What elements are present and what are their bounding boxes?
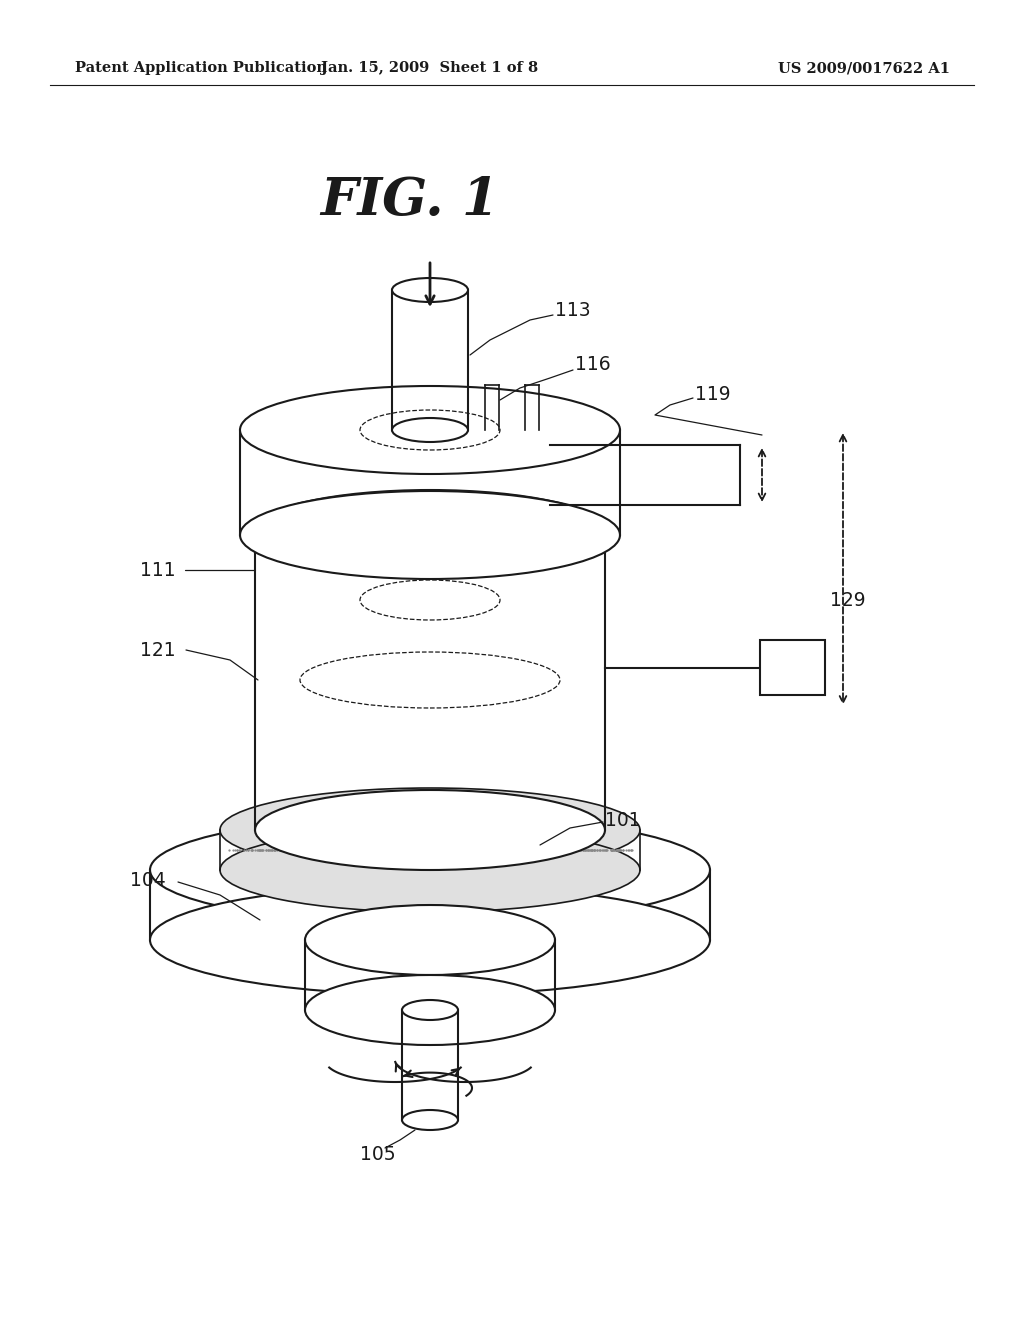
Ellipse shape [305,975,555,1045]
Text: Jan. 15, 2009  Sheet 1 of 8: Jan. 15, 2009 Sheet 1 of 8 [322,61,539,75]
Text: 113: 113 [555,301,591,319]
Ellipse shape [240,491,620,579]
Ellipse shape [240,385,620,474]
Text: 119: 119 [695,385,731,404]
Ellipse shape [220,788,640,873]
Ellipse shape [255,490,605,570]
Ellipse shape [402,1110,458,1130]
Ellipse shape [150,884,710,995]
Text: Patent Application Publication: Patent Application Publication [75,61,327,75]
Text: 129: 129 [830,590,865,610]
Ellipse shape [402,1001,458,1020]
Text: US 2009/0017622 A1: US 2009/0017622 A1 [778,61,950,75]
Ellipse shape [392,279,468,302]
Ellipse shape [305,906,555,975]
Text: 121: 121 [140,640,176,660]
Text: 116: 116 [575,355,610,375]
Text: 111: 111 [140,561,176,579]
Text: 104: 104 [130,870,166,890]
Ellipse shape [220,828,640,912]
Ellipse shape [392,418,468,442]
Ellipse shape [255,789,605,870]
Bar [760,640,825,696]
Ellipse shape [340,803,520,858]
Text: 105: 105 [360,1146,395,1164]
Text: 101: 101 [605,810,641,829]
Ellipse shape [150,814,710,925]
Text: FIG. 1: FIG. 1 [319,174,499,226]
